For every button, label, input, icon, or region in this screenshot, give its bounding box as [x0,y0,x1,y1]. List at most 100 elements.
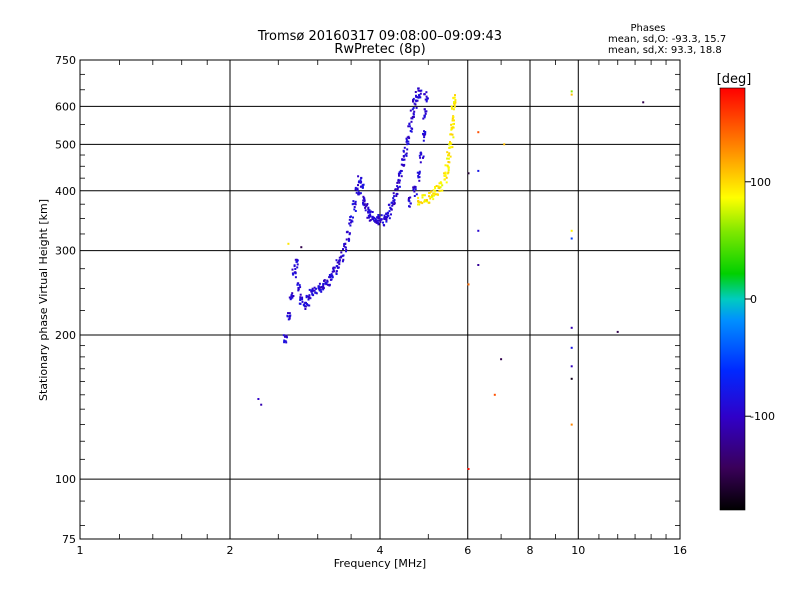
data-point [415,106,418,109]
data-point [288,296,291,299]
data-point [396,181,399,184]
data-point [452,108,455,111]
data-point [301,296,304,299]
data-point [292,273,295,276]
data-point [413,110,416,113]
data-point [301,298,304,301]
data-point [397,186,400,189]
data-point [445,176,448,179]
data-point [415,193,418,196]
data-point [408,200,411,203]
data-point [291,292,294,295]
data-point [385,220,388,223]
data-point [347,237,350,240]
data-point [426,200,428,203]
data-point [367,208,370,211]
data-point [318,289,321,292]
data-point [297,282,300,285]
data-point [570,423,573,426]
data-point [431,195,434,198]
data-point [301,300,304,303]
data-point [419,161,422,164]
data-point [447,169,450,172]
data-point [434,186,436,188]
data-point [350,215,352,218]
data-point [393,202,396,205]
y-tick-label: 500 [55,138,76,151]
data-point [392,199,395,202]
data-point [285,334,288,337]
data-point [423,130,425,133]
data-point [423,194,426,197]
data-point [405,154,408,157]
data-point [444,164,447,167]
data-point [422,155,425,158]
data-point [405,140,408,143]
data-point [616,330,619,333]
data-point [384,216,387,218]
data-point [409,202,412,205]
data-point [418,170,421,173]
data-point [422,117,425,120]
data-point [357,175,360,178]
data-point [448,143,451,146]
data-point [570,90,573,93]
data-point [347,239,350,242]
data-point [329,276,331,279]
data-point [364,206,367,209]
data-point [411,108,414,111]
data-point [412,106,415,109]
data-point [451,119,454,122]
data-point [447,171,450,174]
data-point [401,158,404,161]
data-point [418,171,421,174]
data-point [407,142,410,145]
data-point [332,267,335,270]
data-point [439,186,442,189]
data-point [396,188,399,191]
data-point [352,216,354,219]
data-point [393,199,396,201]
data-point [335,273,338,275]
data-point [351,220,354,223]
data-point [408,197,410,199]
data-point [338,259,341,262]
data-point [294,271,297,274]
grid [80,60,680,539]
data-point [405,139,408,142]
data-point [299,293,302,296]
data-point [366,216,369,219]
data-point [382,221,384,224]
data-point [288,312,291,315]
data-point [294,272,297,275]
data-point [414,188,417,191]
data-point [299,286,302,289]
data-point [422,156,424,159]
data-point [313,286,316,289]
data-point [425,110,428,113]
data-point [335,259,338,262]
data-point [284,340,287,343]
data-point [311,292,314,295]
data-point [298,284,301,287]
data-point [369,215,372,218]
data-point [361,184,364,187]
y-tick-labels: 75 100 200 300 400 500 600 750 [55,54,76,546]
data-point [421,196,424,199]
data-point [307,304,310,307]
data-point [290,294,293,297]
data-point [412,113,415,116]
data-point [349,221,352,224]
data-point [406,136,409,139]
data-point [402,164,405,167]
data-point [570,229,573,232]
data-point [337,266,340,269]
data-point [292,295,295,297]
data-point [322,286,325,289]
data-point [304,308,307,310]
data-point [308,294,311,297]
colorbar [719,87,746,511]
data-point [400,170,403,172]
data-point [357,192,360,195]
data-point [477,229,480,232]
